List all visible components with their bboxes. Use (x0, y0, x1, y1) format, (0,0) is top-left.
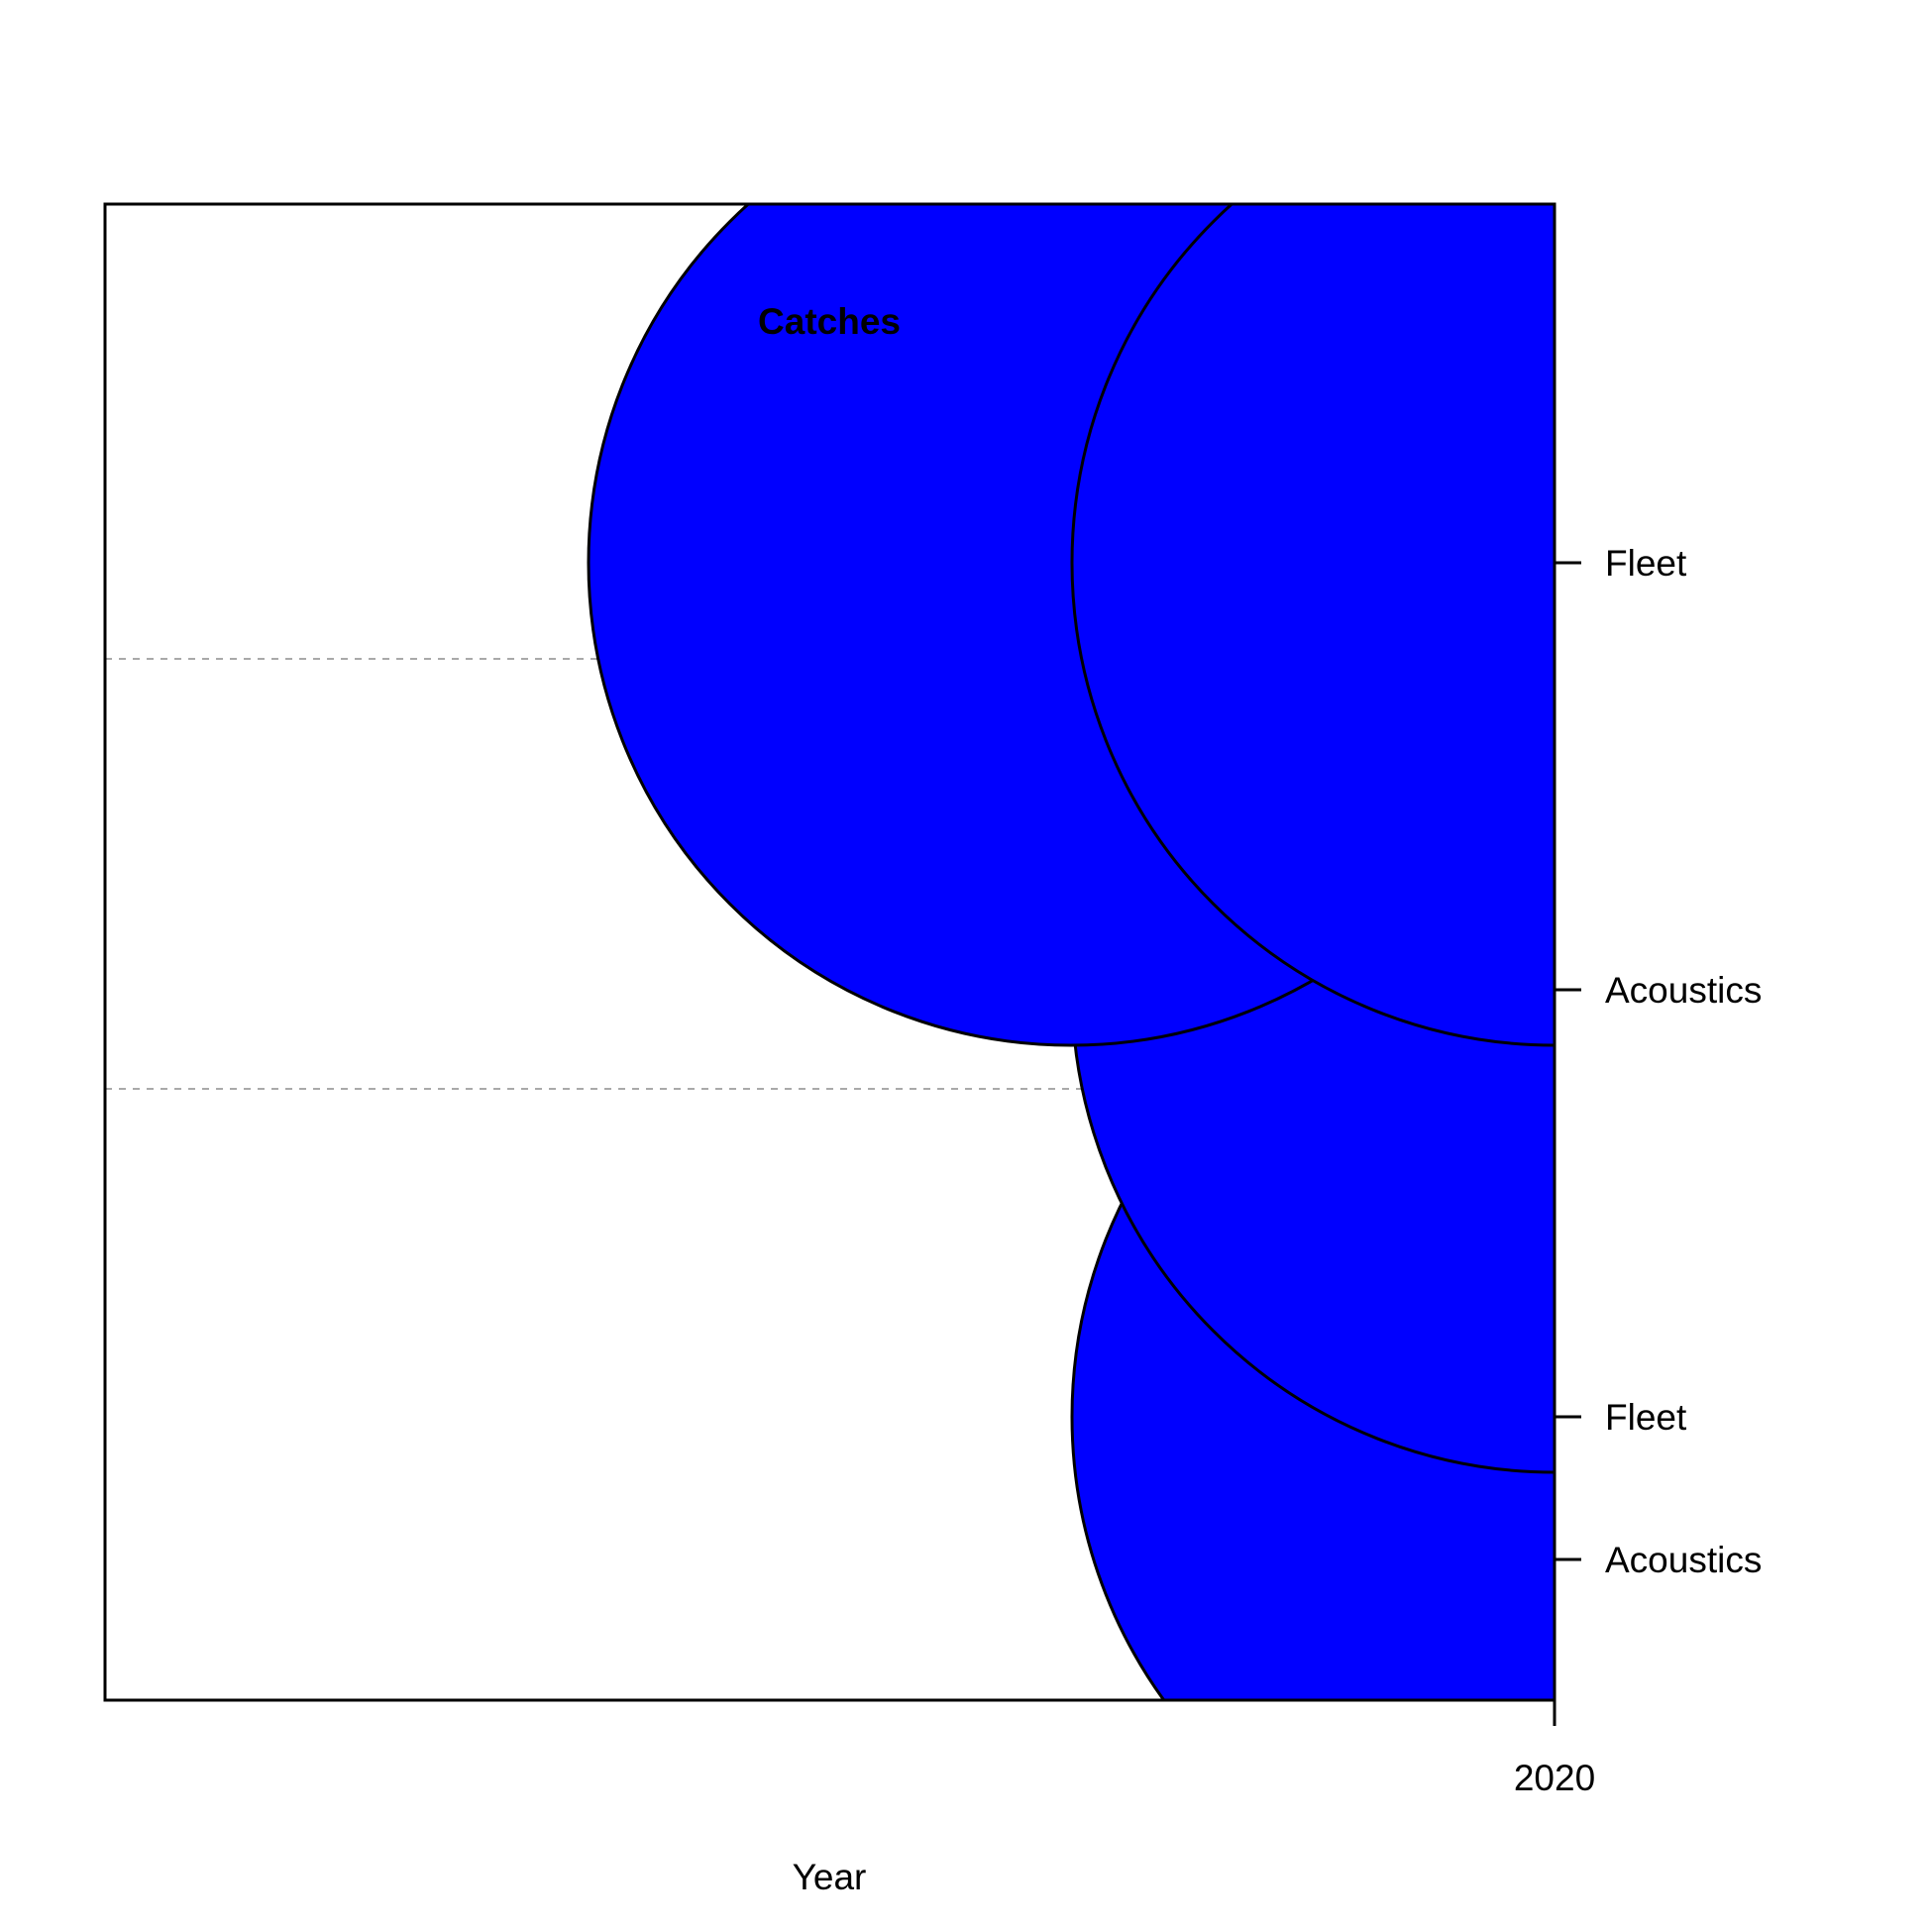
x-axis-label: Year (793, 1857, 867, 1897)
y-tick-label-fleet-lower: Fleet (1605, 1397, 1687, 1438)
bubble-layer (587, 204, 1555, 1700)
y-tick-label-acoustics-upper: Acoustics (1605, 970, 1762, 1011)
y-tick-label-fleet-upper: Fleet (1605, 543, 1687, 584)
y-tick-label-acoustics-lower: Acoustics (1605, 1540, 1762, 1580)
bubble-point-1 (1070, 204, 1555, 1047)
x-axis: 2020 Year (793, 1700, 1595, 1897)
y-axis-right: Fleet Acoustics Fleet Acoustics (1553, 204, 1762, 1700)
x-tick-label-2020: 2020 (1514, 1758, 1595, 1798)
chart-title: Catches (758, 301, 901, 342)
